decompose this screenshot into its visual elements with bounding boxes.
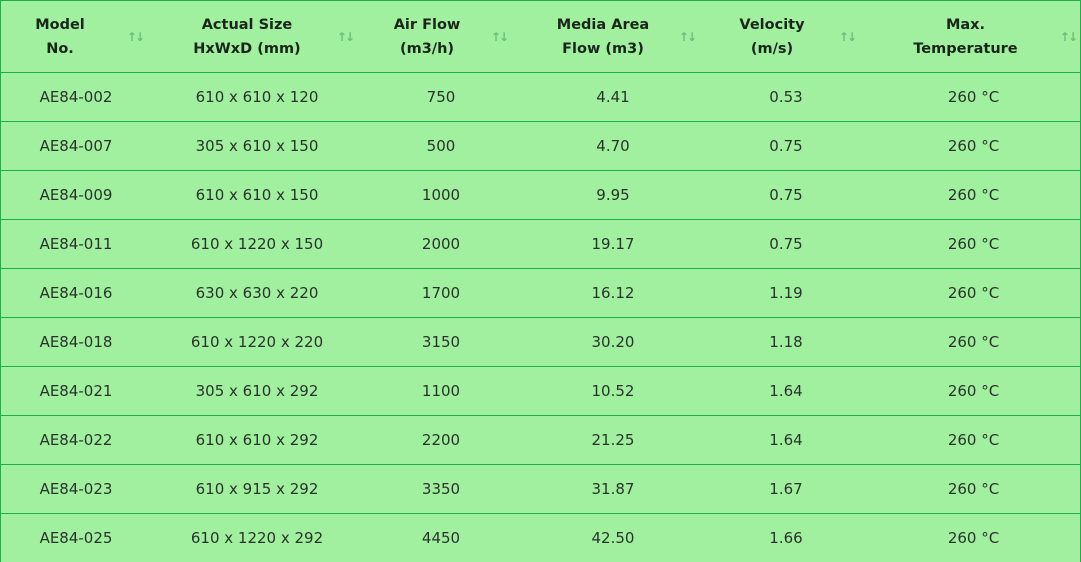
column-header-label: Max. Temperature: [913, 16, 1018, 57]
column-header-label: Media Area Flow (m3): [556, 16, 650, 57]
cell-actual-size: 610 x 915 x 292: [151, 464, 363, 514]
table-row: AE84-021 305 x 610 x 292 1100 10.52 1.64 260 …: [1, 366, 1081, 416]
cell-model-no: AE84-002: [1, 72, 151, 122]
column-header-actual-size[interactable]: Actual Size HxWxD (mm) ↑↓: [151, 1, 363, 73]
table-row: AE84-025 610 x 1220 x 292 4450 42.50 1.66 260…: [1, 514, 1081, 562]
cell-model-no: AE84-007: [1, 121, 151, 171]
column-header-air-flow[interactable]: Air Flow (m3/h) ↑↓: [363, 1, 519, 73]
column-header-velocity[interactable]: Velocity (m/s) ↑↓: [707, 1, 865, 73]
cell-air-flow: 2200: [363, 415, 519, 465]
cell-velocity: 0.75: [707, 170, 865, 220]
column-header-label: Model No.: [35, 16, 85, 57]
cell-max-temperature: 260 °C: [865, 121, 1081, 171]
table-row: AE84-002 610 x 610 x 120 750 4.41 0.53 260 °C: [1, 72, 1081, 122]
cell-velocity: 1.64: [707, 415, 865, 465]
header-row: Model No. ↑↓ Actual Size HxWxD (mm) ↑↓ Air F…: [1, 1, 1081, 73]
cell-media-area: 9.95: [519, 170, 707, 220]
cell-max-temperature: 260 °C: [865, 317, 1081, 367]
cell-air-flow: 500: [363, 121, 519, 171]
cell-model-no: AE84-016: [1, 268, 151, 318]
cell-velocity: 1.66: [769, 529, 803, 547]
cell-velocity: 1.18: [707, 317, 865, 367]
cell-media-area: 4.70: [519, 121, 707, 171]
cell-max-temperature: 260 °C: [865, 366, 1081, 416]
cell-air-flow: 4450: [421, 529, 461, 547]
cell-max-temperature: 260 °C: [865, 72, 1081, 122]
cell-model-no: AE84-018: [1, 317, 151, 367]
table-row: AE84-018 610 x 1220 x 220 3150 30.20 1.18 260…: [1, 317, 1081, 367]
cell-media-area: 16.12: [519, 268, 707, 318]
cell-model-no: AE84-022: [1, 415, 151, 465]
sort-arrows-icon[interactable]: ↑↓: [1059, 29, 1078, 44]
cell-max-temperature: 260 °C: [865, 219, 1081, 269]
cell-model-no: AE84-023: [1, 464, 151, 514]
cell-actual-size: 610 x 610 x 120: [151, 72, 363, 122]
cell-actual-size: 610 x 610 x 150: [151, 170, 363, 220]
cell-actual-size: 610 x 1220 x 220: [151, 317, 363, 367]
table-row: AE84-011 610 x 1220 x 150 2000 19.17 0.75 260…: [1, 219, 1081, 269]
column-header-label: Velocity (m/s): [739, 16, 805, 57]
cell-velocity: 0.75: [707, 121, 865, 171]
cell-air-flow: 2000: [363, 219, 519, 269]
cell-max-temperature: 260 °C: [865, 415, 1081, 465]
cell-air-flow: 750: [363, 72, 519, 122]
cell-model-no: AE84-021: [1, 366, 151, 416]
cell-actual-size: 630 x 630 x 220: [151, 268, 363, 318]
cell-air-flow: 1000: [363, 170, 519, 220]
cell-media-area: 19.17: [519, 219, 707, 269]
column-header-label: Actual Size HxWxD (mm): [193, 16, 301, 57]
sort-arrows-icon[interactable]: ↑↓: [126, 29, 145, 44]
cell-media-area: 4.41: [519, 72, 707, 122]
table-row: AE84-023 610 x 915 x 292 3350 31.87 1.67 260 …: [1, 464, 1081, 514]
table-header: Model No. ↑↓ Actual Size HxWxD (mm) ↑↓ Air F…: [1, 1, 1081, 73]
cell-model-no: AE84-011: [1, 219, 151, 269]
table-row: AE84-022 610 x 610 x 292 2200 21.25 1.64 260 …: [1, 415, 1081, 465]
cell-model-no: AE84-009: [1, 170, 151, 220]
cell-air-flow: 3350: [363, 464, 519, 514]
cell-air-flow: 3150: [363, 317, 519, 367]
cell-media-area: 30.20: [519, 317, 707, 367]
cell-velocity: 1.19: [707, 268, 865, 318]
sort-arrows-icon[interactable]: ↑↓: [490, 29, 509, 44]
column-header-media-area[interactable]: Media Area Flow (m3) ↑↓: [519, 1, 707, 73]
table-body: AE84-002 610 x 610 x 120 750 4.41 0.53 260 °C…: [1, 72, 1081, 562]
cell-max-temperature: 260 °C: [865, 170, 1081, 220]
cell-actual-size: 305 x 610 x 150: [151, 121, 363, 171]
cell-max-temperature: 260 °C: [865, 464, 1081, 514]
cell-actual-size: 610 x 1220 x 292: [190, 529, 324, 547]
cell-model-no: AE84-025: [39, 529, 113, 547]
table-row: AE84-016 630 x 630 x 220 1700 16.12 1.19 260 …: [1, 268, 1081, 318]
cell-actual-size: 610 x 1220 x 150: [151, 219, 363, 269]
cell-actual-size: 610 x 610 x 292: [151, 415, 363, 465]
cell-media-area: 10.52: [519, 366, 707, 416]
cell-max-temperature: 260 °C: [865, 268, 1081, 318]
sort-arrows-icon[interactable]: ↑↓: [838, 29, 857, 44]
column-header-label: Air Flow (m3/h): [393, 16, 461, 57]
cell-media-area: 31.87: [519, 464, 707, 514]
cell-velocity: 0.53: [707, 72, 865, 122]
cell-media-area: 21.25: [519, 415, 707, 465]
cell-max-temperature: 260 °C: [947, 529, 1000, 547]
table-row: AE84-009 610 x 610 x 150 1000 9.95 0.75 260 °…: [1, 170, 1081, 220]
sort-arrows-icon[interactable]: ↑↓: [678, 29, 697, 44]
table-row: AE84-007 305 x 610 x 150 500 4.70 0.75 260 °C: [1, 121, 1081, 171]
cell-media-area: 42.50: [591, 529, 635, 547]
column-header-model-no[interactable]: Model No. ↑↓: [1, 1, 151, 73]
cell-air-flow: 1700: [363, 268, 519, 318]
cell-velocity: 1.67: [707, 464, 865, 514]
cell-velocity: 0.75: [707, 219, 865, 269]
cell-actual-size: 305 x 610 x 292: [151, 366, 363, 416]
cell-air-flow: 1100: [363, 366, 519, 416]
sort-arrows-icon[interactable]: ↑↓: [336, 29, 355, 44]
column-header-max-temperature[interactable]: Max. Temperature ↑↓: [865, 1, 1081, 73]
cell-velocity: 1.64: [707, 366, 865, 416]
